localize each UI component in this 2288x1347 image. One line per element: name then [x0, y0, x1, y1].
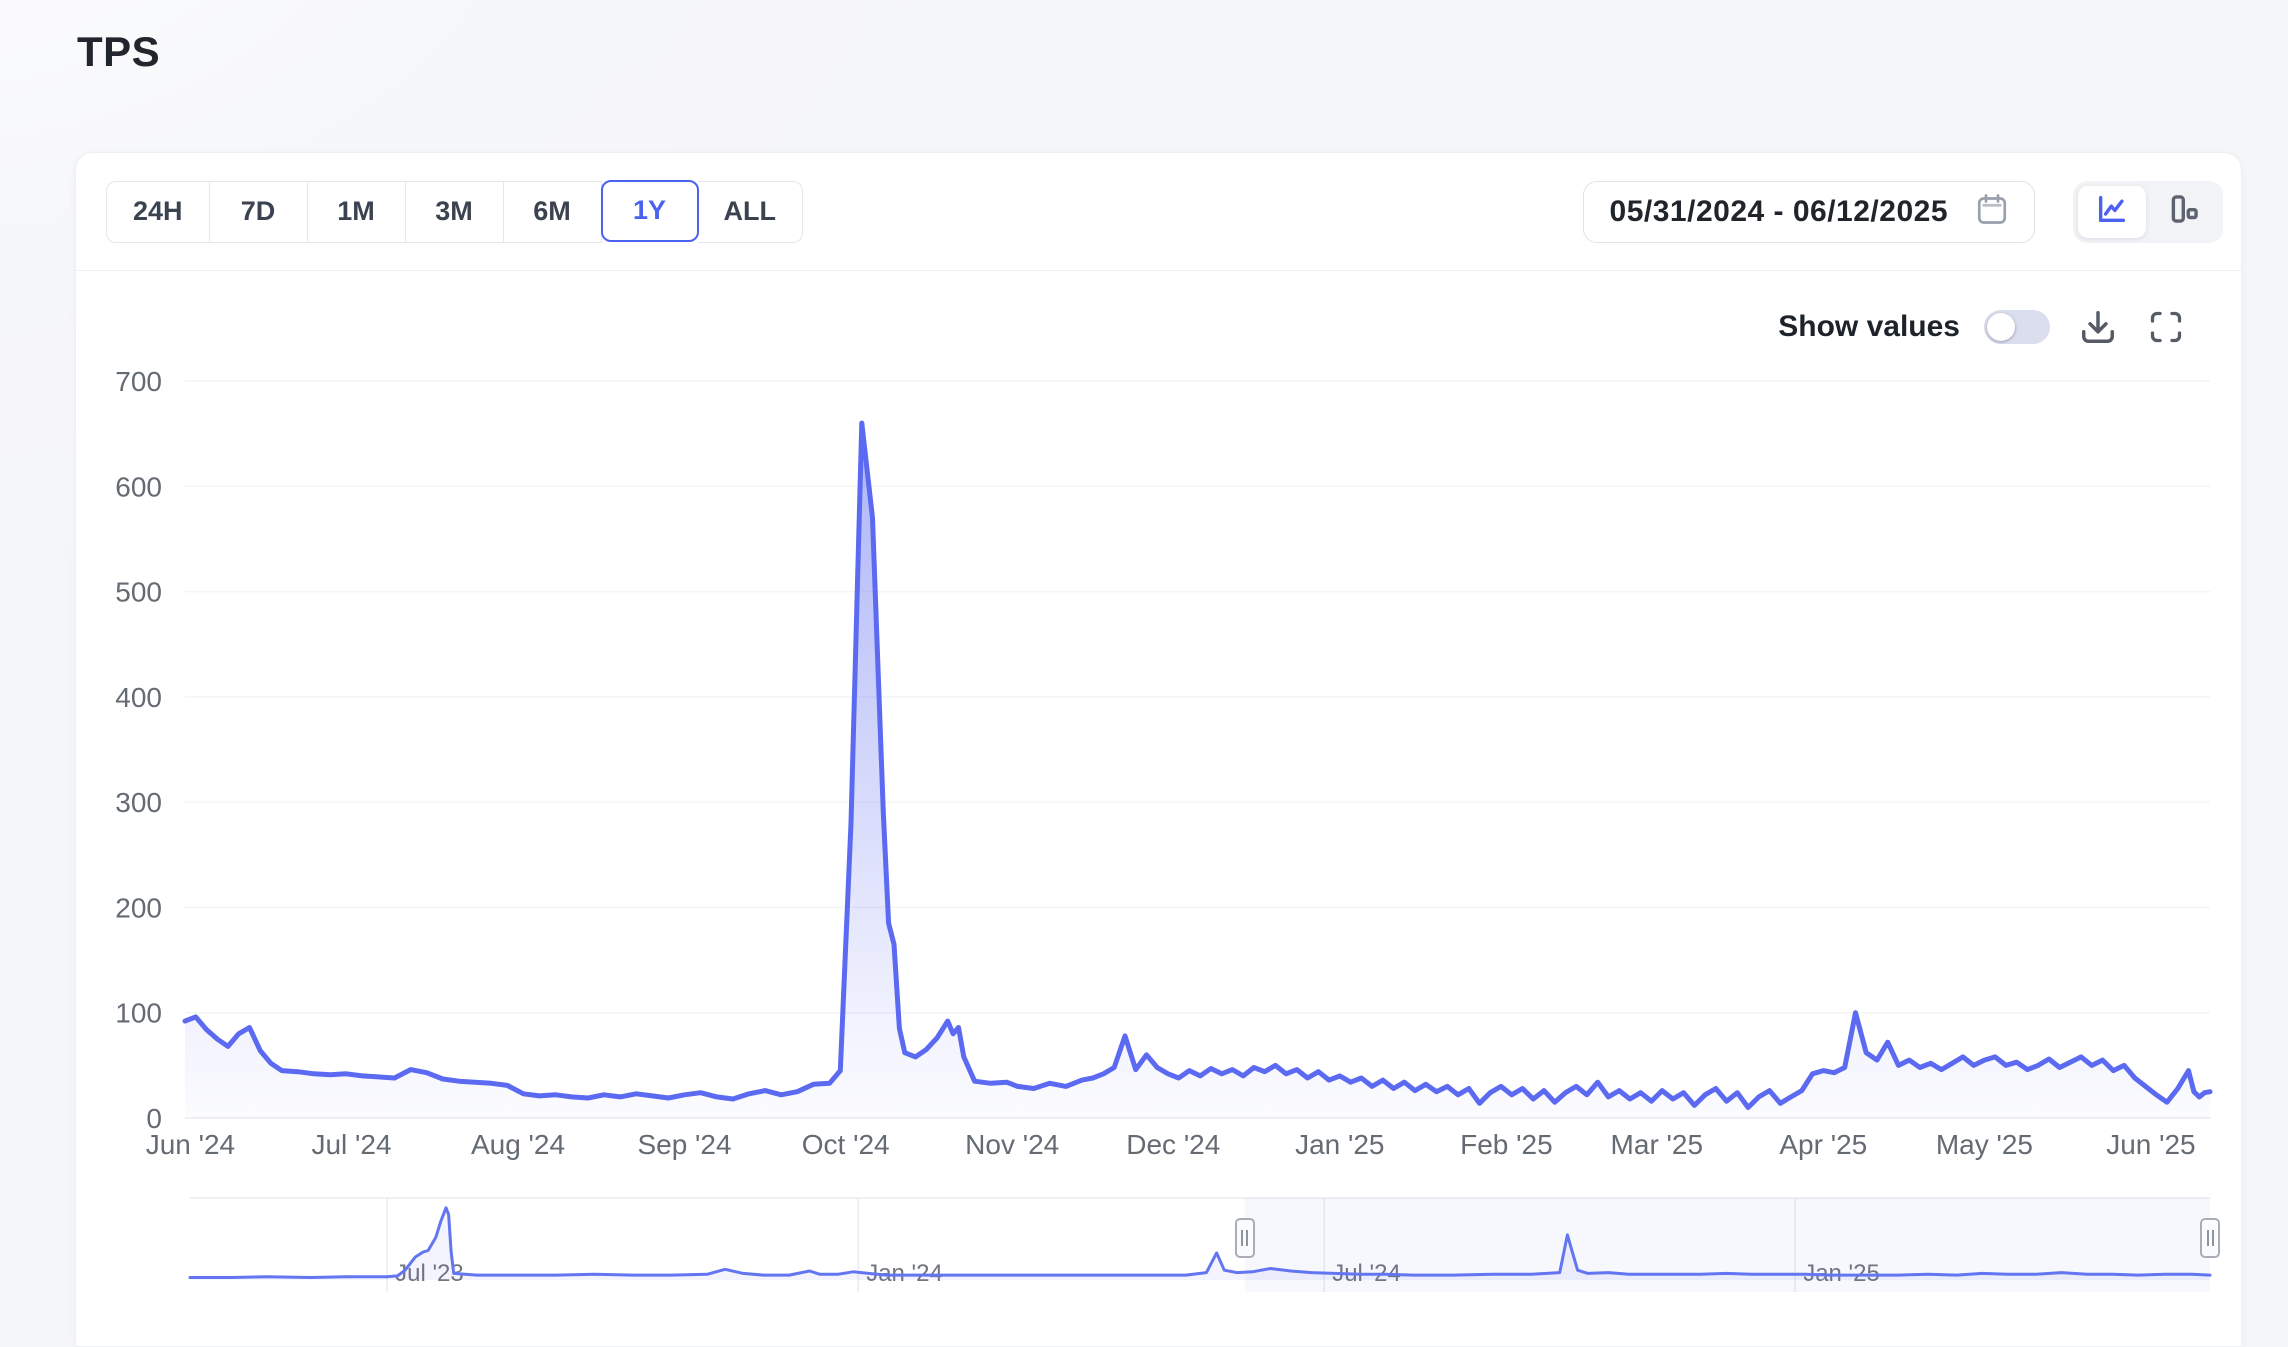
fullscreen-button[interactable] — [2146, 307, 2186, 347]
chart-type-bar-option[interactable] — [2150, 186, 2218, 238]
range-button-1m[interactable]: 1M — [307, 180, 406, 243]
date-range-value: 05/31/2024 - 06/12/2025 — [1609, 194, 1948, 228]
chart-toolbar: 24H 7D 1M 3M 6M 1Y ALL 05/31/2024 - 06/1… — [76, 153, 2241, 271]
range-button-1y[interactable]: 1Y — [600, 179, 699, 242]
toolbar-right: 05/31/2024 - 06/12/2025 — [1582, 180, 2223, 243]
tps-chart-card: 24H 7D 1M 3M 6M 1Y ALL 05/31/2024 - 06/1… — [75, 152, 2242, 1347]
page-title: TPS — [77, 28, 161, 75]
chart-type-line-option[interactable] — [2078, 185, 2146, 238]
date-range-picker[interactable]: 05/31/2024 - 06/12/2025 — [1582, 180, 2035, 243]
show-values-toggle[interactable] — [1984, 310, 2050, 344]
navigator-left-handle[interactable] — [1234, 1218, 1255, 1258]
range-selector: 24H 7D 1M 3M 6M 1Y ALL — [106, 179, 804, 243]
navigator-right-handle[interactable] — [2200, 1218, 2220, 1258]
toggle-knob — [1987, 313, 2015, 341]
download-icon — [2082, 311, 2114, 343]
line-chart-icon — [2095, 192, 2129, 231]
expand-icon — [2150, 311, 2182, 343]
range-button-3m[interactable]: 3M — [405, 180, 504, 243]
range-button-7d[interactable]: 7D — [209, 180, 308, 243]
range-button-24h[interactable]: 24H — [106, 180, 210, 243]
calendar-icon — [1974, 191, 2010, 232]
range-button-all[interactable]: ALL — [697, 180, 804, 243]
chart-header-controls: Show values — [1778, 301, 2186, 353]
range-button-6m[interactable]: 6M — [503, 180, 602, 243]
download-button[interactable] — [2078, 307, 2118, 347]
show-values-label: Show values — [1778, 310, 1960, 343]
bar-chart-icon — [2167, 192, 2201, 231]
chart-type-toggle — [2073, 180, 2223, 243]
